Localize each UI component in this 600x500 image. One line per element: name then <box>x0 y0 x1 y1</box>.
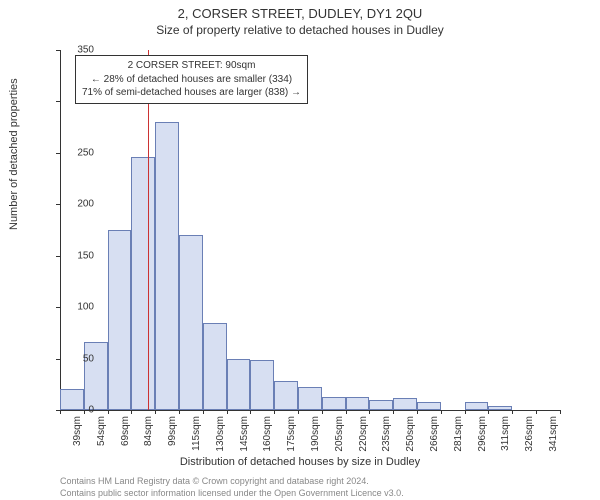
footer-line-2: Contains public sector information licen… <box>60 488 404 498</box>
x-tick-mark <box>84 410 85 414</box>
x-tick-label: 220sqm <box>358 416 369 466</box>
x-tick-mark <box>298 410 299 414</box>
x-tick-mark <box>560 410 561 414</box>
histogram-bar <box>488 406 512 410</box>
x-tick-label: 175sqm <box>286 416 297 466</box>
x-tick-label: 250sqm <box>405 416 416 466</box>
histogram-bar <box>417 402 441 410</box>
x-tick-label: 235sqm <box>381 416 392 466</box>
y-tick-label: 0 <box>64 405 94 416</box>
x-tick-label: 145sqm <box>239 416 250 466</box>
x-tick-mark <box>465 410 466 414</box>
histogram-bar <box>179 235 203 410</box>
x-tick-label: 84sqm <box>143 416 154 466</box>
x-tick-label: 205sqm <box>334 416 345 466</box>
x-tick-label: 281sqm <box>453 416 464 466</box>
y-tick-mark <box>56 307 60 308</box>
x-tick-label: 190sqm <box>310 416 321 466</box>
chart-title: 2, CORSER STREET, DUDLEY, DY1 2QU <box>0 0 600 21</box>
histogram-bar <box>465 402 489 410</box>
x-tick-mark <box>250 410 251 414</box>
x-tick-mark <box>536 410 537 414</box>
y-tick-mark <box>56 204 60 205</box>
x-tick-mark <box>488 410 489 414</box>
y-tick-mark <box>56 153 60 154</box>
y-tick-mark <box>56 256 60 257</box>
x-tick-mark <box>203 410 204 414</box>
x-tick-label: 115sqm <box>191 416 202 466</box>
info-box-line: ← 28% of detached houses are smaller (33… <box>82 73 301 87</box>
x-tick-mark <box>227 410 228 414</box>
histogram-bar <box>203 323 227 410</box>
y-tick-label: 150 <box>64 250 94 261</box>
x-tick-mark <box>60 410 61 414</box>
y-tick-mark <box>56 50 60 51</box>
plot-area <box>60 50 560 410</box>
histogram-bar <box>250 360 274 410</box>
y-tick-mark <box>56 359 60 360</box>
x-tick-mark <box>417 410 418 414</box>
x-tick-label: 341sqm <box>548 416 559 466</box>
chart-container: 2, CORSER STREET, DUDLEY, DY1 2QU Size o… <box>0 0 600 500</box>
x-tick-label: 99sqm <box>167 416 178 466</box>
x-tick-label: 160sqm <box>262 416 273 466</box>
histogram-bar <box>346 397 370 410</box>
info-box-line: 2 CORSER STREET: 90sqm <box>82 59 301 73</box>
y-tick-label: 200 <box>64 199 94 210</box>
y-axis-label: Number of detached properties <box>8 78 20 230</box>
histogram-bar <box>393 398 417 410</box>
x-tick-label: 266sqm <box>429 416 440 466</box>
x-tick-mark <box>346 410 347 414</box>
x-tick-label: 69sqm <box>120 416 131 466</box>
x-tick-mark <box>369 410 370 414</box>
x-tick-label: 130sqm <box>215 416 226 466</box>
y-tick-label: 100 <box>64 302 94 313</box>
y-tick-label: 250 <box>64 147 94 158</box>
x-tick-mark <box>393 410 394 414</box>
histogram-bar <box>274 381 298 410</box>
x-tick-label: 39sqm <box>72 416 83 466</box>
x-tick-label: 311sqm <box>500 416 511 466</box>
histogram-bar <box>155 122 179 410</box>
x-tick-mark <box>441 410 442 414</box>
histogram-bar <box>131 157 155 410</box>
histogram-bar <box>108 230 132 410</box>
footer-line-1: Contains HM Land Registry data © Crown c… <box>60 476 369 486</box>
x-tick-label: 54sqm <box>96 416 107 466</box>
marker-line <box>148 50 149 410</box>
chart-subtitle: Size of property relative to detached ho… <box>0 21 600 37</box>
y-tick-mark <box>56 101 60 102</box>
x-tick-mark <box>155 410 156 414</box>
x-tick-mark <box>108 410 109 414</box>
x-tick-mark <box>131 410 132 414</box>
x-tick-mark <box>274 410 275 414</box>
histogram-bar <box>227 359 251 410</box>
info-box-line: 71% of semi-detached houses are larger (… <box>82 86 301 100</box>
y-tick-label: 50 <box>64 353 94 364</box>
x-tick-mark <box>179 410 180 414</box>
x-tick-mark <box>512 410 513 414</box>
x-tick-mark <box>322 410 323 414</box>
histogram-bar <box>298 387 322 410</box>
y-tick-label: 350 <box>64 45 94 56</box>
info-box: 2 CORSER STREET: 90sqm← 28% of detached … <box>75 55 308 104</box>
x-axis-line <box>60 410 560 411</box>
x-tick-label: 296sqm <box>477 416 488 466</box>
histogram-bar <box>369 400 393 410</box>
histogram-bar <box>322 397 346 410</box>
x-tick-label: 326sqm <box>524 416 535 466</box>
